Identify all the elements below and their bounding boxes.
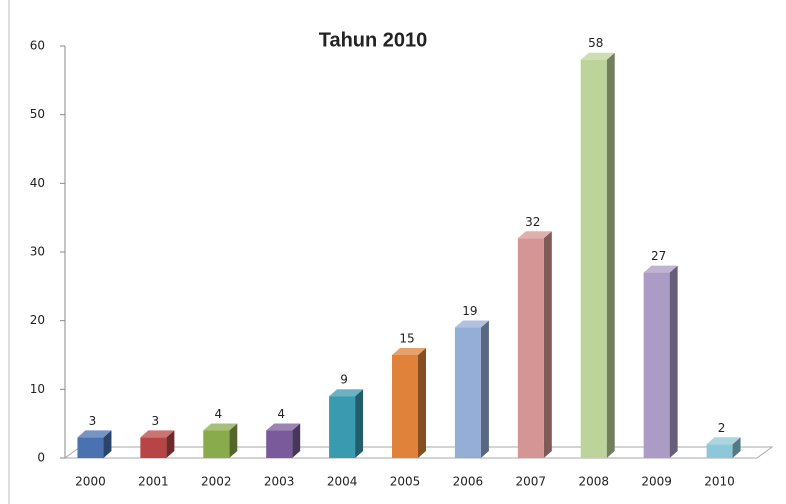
- value-label: 27: [651, 249, 666, 263]
- x-tick-label: 2005: [390, 475, 421, 489]
- bar: [77, 437, 104, 458]
- value-label: 3: [152, 414, 160, 428]
- bar-side: [543, 231, 552, 458]
- bar-top: [392, 348, 426, 355]
- bar-top: [706, 437, 741, 445]
- y-tick-label: 0: [37, 451, 45, 465]
- value-label: 9: [340, 373, 348, 387]
- y-tick-label: 10: [30, 382, 45, 396]
- value-label: 19: [462, 304, 477, 318]
- bar: [392, 355, 418, 458]
- y-tick-label: 20: [30, 313, 45, 327]
- bar-side: [103, 430, 112, 458]
- bar-top: [643, 265, 678, 273]
- y-tick-label: 60: [30, 39, 45, 53]
- x-tick-label: 2009: [641, 475, 672, 489]
- bar-top: [266, 423, 301, 431]
- bar: [329, 396, 356, 458]
- value-label: 4: [214, 407, 222, 421]
- value-label: 15: [399, 332, 414, 346]
- value-label: 58: [588, 36, 603, 50]
- bar: [580, 59, 607, 458]
- bar: [454, 327, 481, 458]
- bar-side: [418, 348, 426, 458]
- bar-top: [77, 430, 112, 438]
- bar-side: [292, 423, 301, 458]
- bar-top: [454, 320, 489, 328]
- value-label: 3: [89, 414, 97, 428]
- x-tick-label: 2008: [578, 475, 609, 489]
- bar-side: [355, 389, 364, 458]
- y-tick-label: 30: [30, 245, 45, 259]
- bar-top: [329, 389, 364, 397]
- bar-top: [203, 423, 238, 431]
- bar-side: [229, 423, 238, 458]
- bar-top: [140, 430, 175, 438]
- x-tick-label: 2001: [138, 475, 169, 489]
- bar: [706, 444, 733, 458]
- x-tick-label: 2006: [453, 475, 484, 489]
- chart-title: Tahun 2010: [319, 29, 428, 51]
- bar-side: [166, 430, 175, 458]
- bar: [643, 272, 670, 458]
- x-tick-label: 2010: [704, 475, 735, 489]
- value-label: 4: [277, 407, 285, 421]
- bar: [266, 430, 293, 458]
- bar-top: [517, 231, 552, 239]
- bar-side: [669, 265, 678, 458]
- bar: [140, 437, 167, 458]
- bar-side: [732, 437, 741, 458]
- bar-side: [480, 320, 489, 458]
- bar: [203, 430, 230, 458]
- value-label: 2: [718, 421, 726, 435]
- x-tick-label: 2000: [75, 475, 106, 489]
- x-tick-label: 2004: [327, 475, 358, 489]
- y-tick-label: 40: [30, 176, 45, 190]
- x-tick-label: 2003: [264, 475, 295, 489]
- bar-side: [606, 52, 615, 458]
- bar-top: [580, 52, 615, 60]
- x-tick-label: 2002: [201, 475, 232, 489]
- y-tick-label: 50: [30, 107, 45, 121]
- x-tick-label: 2007: [516, 475, 547, 489]
- bar: [517, 238, 544, 458]
- value-label: 32: [525, 215, 540, 229]
